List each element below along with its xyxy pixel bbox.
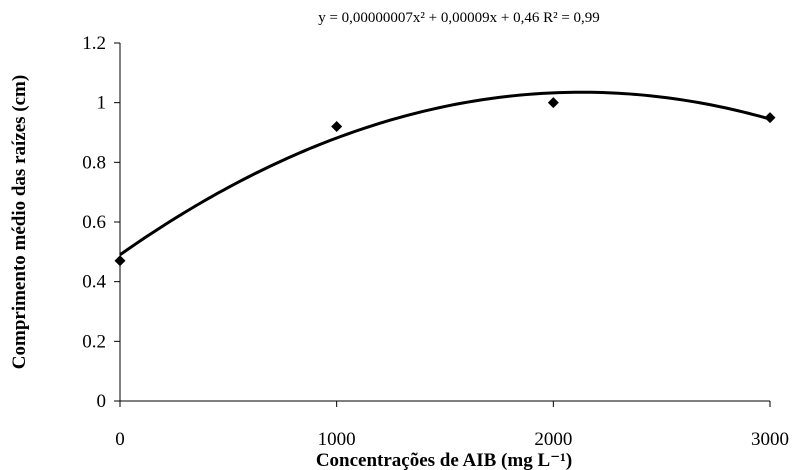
trendline	[119, 90, 771, 257]
y-tick-label: 0	[97, 391, 107, 412]
x-tick-label: 1000	[318, 429, 356, 450]
chart-equation: y = 0,00000007x² + 0,00009x + 0,46 R² = …	[318, 10, 600, 26]
y-axis-ticks: 0 0.2 0.4 0.6 0.8 1 1.2	[82, 33, 120, 412]
y-tick-label: 0.2	[82, 331, 106, 352]
y-tick-label: 0.4	[82, 272, 106, 293]
data-point	[331, 121, 343, 133]
x-axis-title: Concentrações de AIB (mg L⁻¹)	[316, 450, 572, 470]
x-tick-label: 0	[115, 429, 125, 450]
y-tick-label: 1	[97, 93, 107, 114]
y-axis-title: Comprimento médio das raízes (cm)	[9, 75, 30, 369]
y-tick-label: 0.6	[82, 212, 106, 233]
data-point	[547, 97, 559, 109]
y-tick-label: 1.2	[82, 33, 106, 54]
x-axis-ticks: 0 1000 2000 3000	[115, 401, 789, 450]
data-point	[764, 112, 776, 124]
data-points	[114, 97, 776, 267]
data-point	[114, 255, 126, 267]
x-tick-label: 2000	[534, 429, 572, 450]
x-tick-label: 3000	[751, 429, 789, 450]
y-tick-label: 0.8	[82, 152, 106, 173]
